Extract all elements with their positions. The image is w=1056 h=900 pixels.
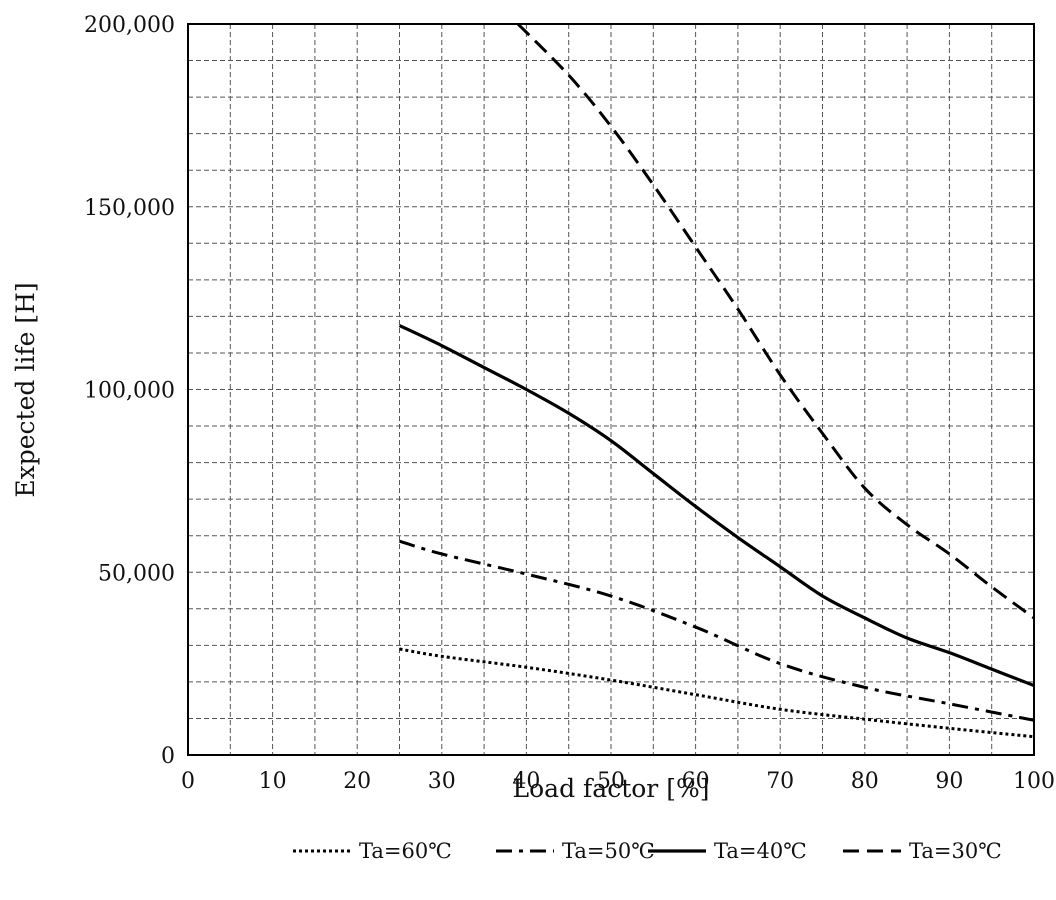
x-tick-label: 30 <box>428 769 456 794</box>
y-axis-label: Expected life [H] <box>11 282 40 497</box>
legend-label: Ta=40℃ <box>714 839 807 863</box>
y-tick-label: 200,000 <box>84 13 175 38</box>
legend-label: Ta=30℃ <box>909 839 1002 863</box>
series-line-ta-40 <box>398 324 1034 688</box>
y-tick-labels: 0 50,000 100,000 150,000 200,000 <box>84 13 175 769</box>
series-line-ta-60 <box>399 647 1034 739</box>
x-tick-label: 20 <box>343 769 371 794</box>
plot-frame <box>187 23 1035 756</box>
x-tick-label: 40 <box>512 769 540 794</box>
x-tick-label: 10 <box>259 769 287 794</box>
y-tick-label: 150,000 <box>84 196 175 221</box>
series-line-ta-50 <box>399 539 1034 722</box>
x-axis-label: Load factor [%] <box>513 774 710 803</box>
series-lines <box>398 24 1034 739</box>
series-line-ta-30 <box>516 24 1034 620</box>
legend: Ta=60℃ Ta=50℃ Ta=40℃ Ta=30℃ <box>293 839 1002 863</box>
y-tick-label: 50,000 <box>98 561 175 586</box>
x-tick-label: 80 <box>851 769 879 794</box>
y-tick-label: 0 <box>161 744 175 769</box>
y-tick-label: 100,000 <box>84 379 175 404</box>
x-tick-label: 60 <box>682 769 710 794</box>
legend-label: Ta=50℃ <box>562 839 655 863</box>
legend-label: Ta=60℃ <box>359 839 452 863</box>
x-tick-label: 50 <box>597 769 625 794</box>
x-tick-labels: 0 10 20 30 40 50 60 70 80 90 100 <box>181 769 1055 794</box>
x-tick-label: 70 <box>766 769 794 794</box>
x-tick-label: 100 <box>1013 769 1055 794</box>
x-tick-label: 90 <box>935 769 963 794</box>
x-tick-label: 0 <box>181 769 195 794</box>
grid-lines <box>188 24 1034 755</box>
